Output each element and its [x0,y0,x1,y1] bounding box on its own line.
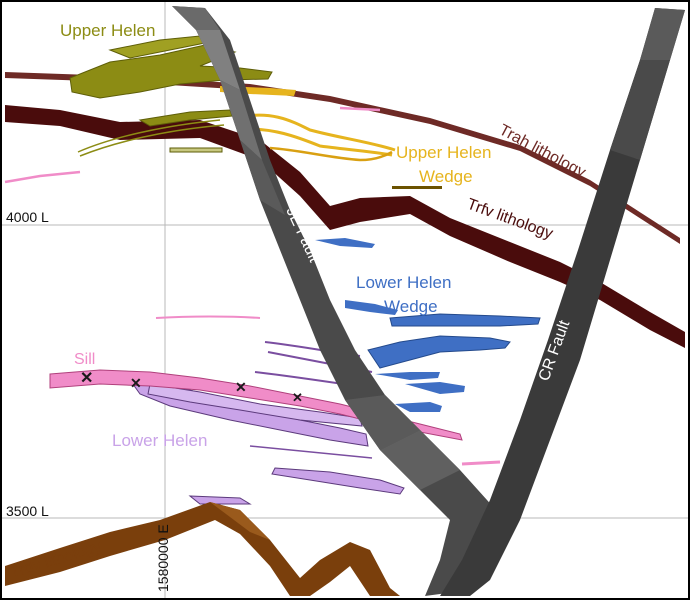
sill-marker: ✕ [292,390,303,405]
trdv-lithology [5,502,400,596]
level-label-3500: 3500 L [6,503,49,519]
easting-label: 1580000 E [155,524,171,592]
sill-unit: ✕ ✕ ✕ ✕ [4,106,501,466]
upper-helen-unit [69,35,273,157]
lower-helen-label: Lower Helen [112,431,207,450]
sill-marker: ✕ [235,379,247,395]
upper-helen-wedge-label-line2: Wedge [419,167,473,186]
cr-fault [440,8,685,596]
lower-helen-wedge-unit [315,238,541,412]
upper-helen-wedge-label-line1: Upper Helen [396,143,491,162]
sill-marker: ✕ [130,375,142,391]
trah-lithology [5,72,680,244]
upper-helen-label: Upper Helen [60,21,155,40]
sill-marker: ✕ [80,370,93,387]
lower-helen-unit [128,315,405,505]
sill-label: Sill [74,351,95,368]
lower-helen-wedge-label-line1: Lower Helen [356,273,451,292]
je-fault [172,6,505,596]
level-label-4000: 4000 L [6,209,49,225]
lower-helen-wedge-label-line2: Wedge [384,297,438,316]
